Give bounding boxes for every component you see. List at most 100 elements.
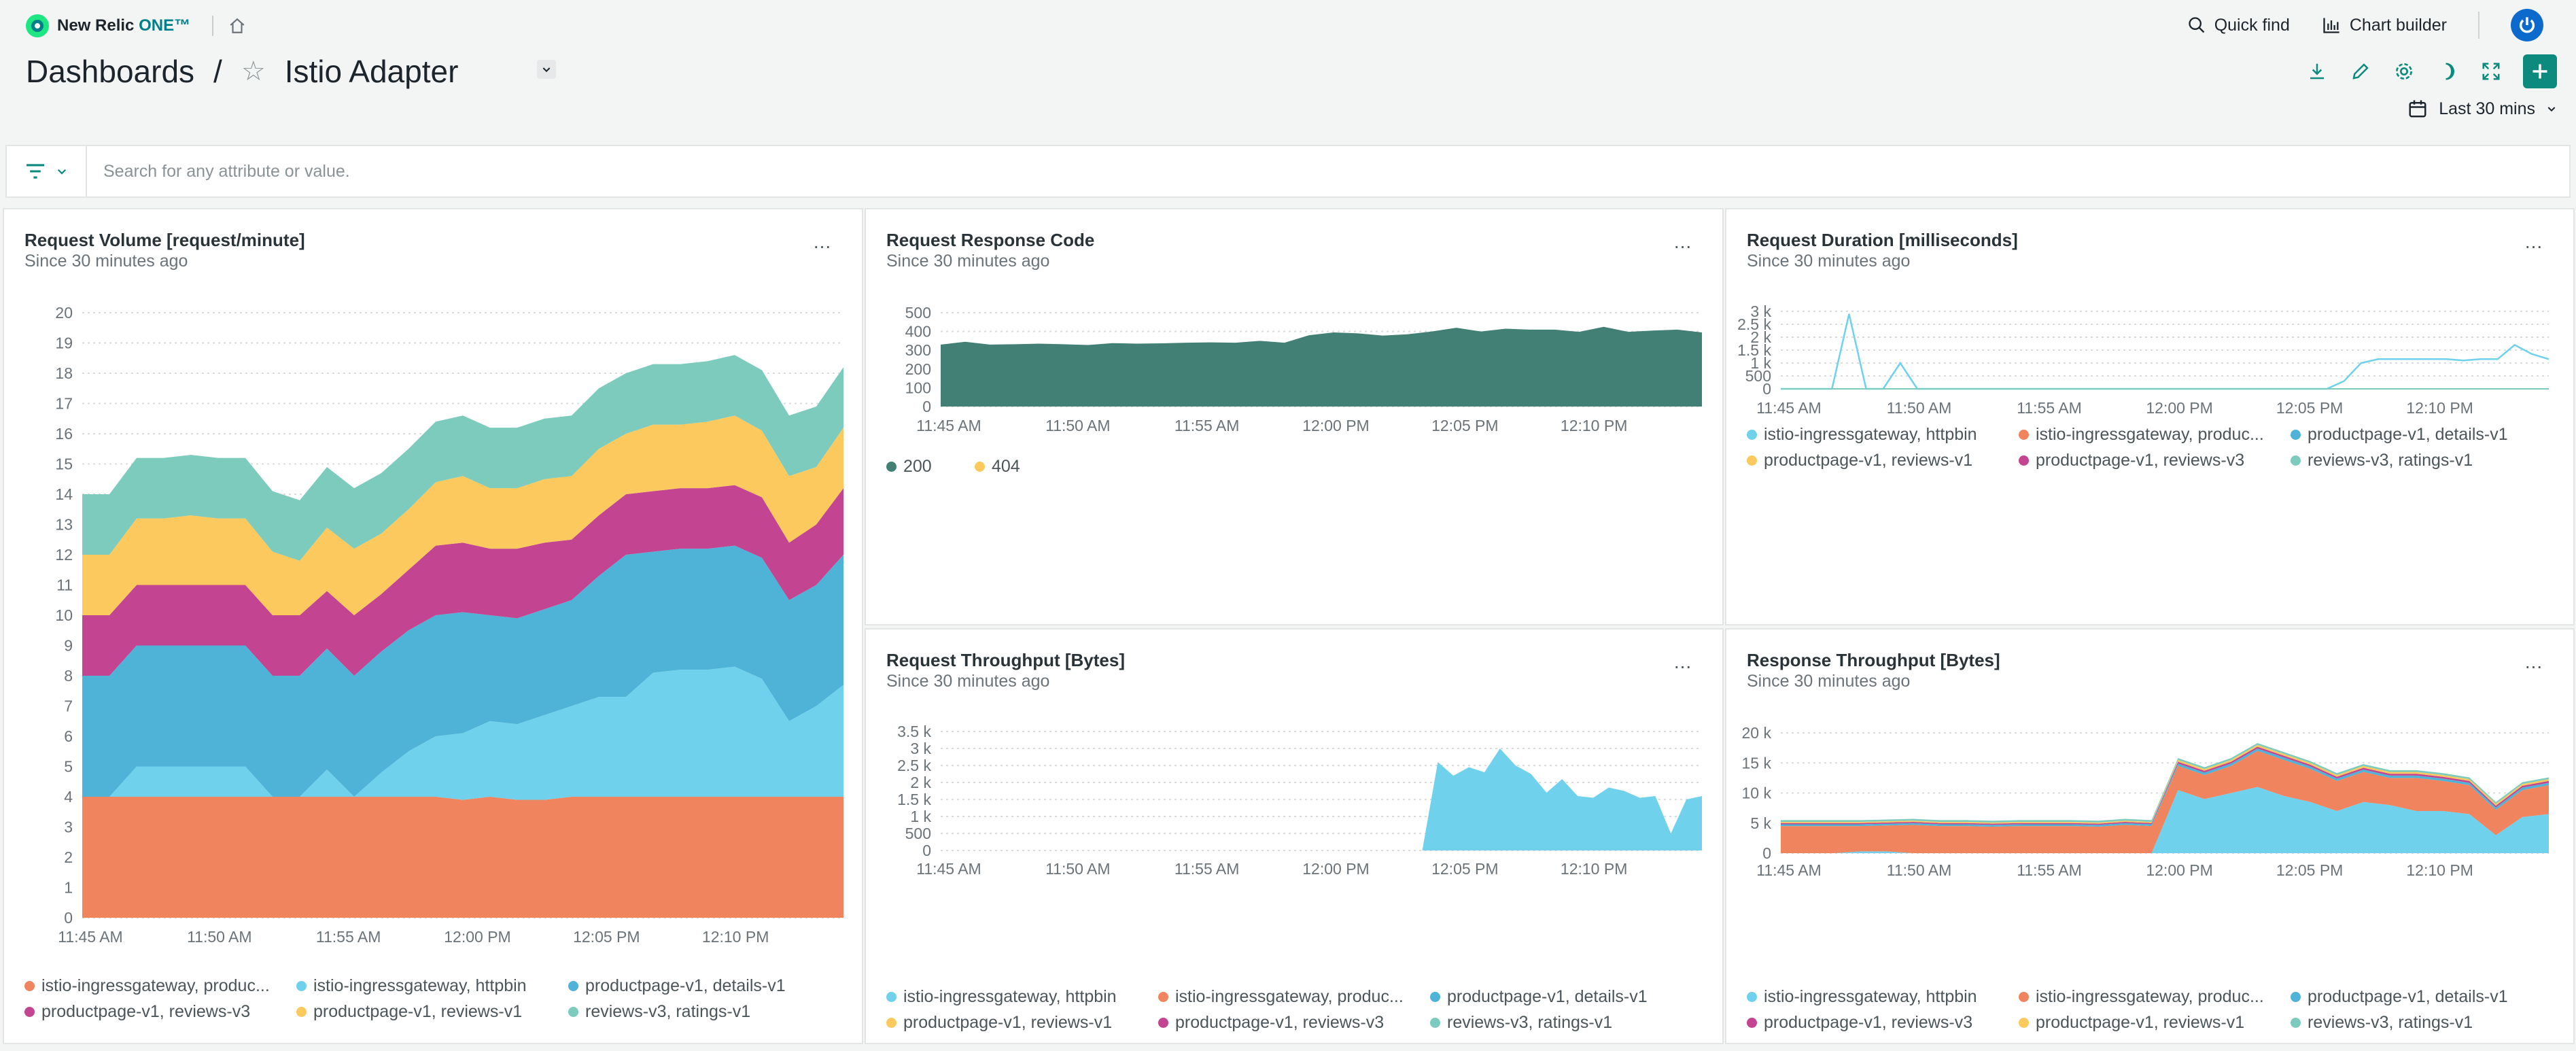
x-tick-label: 11:55 AM xyxy=(1174,860,1239,878)
filter-icon xyxy=(27,164,44,179)
moon-icon[interactable] xyxy=(2436,60,2459,83)
legend-swatch xyxy=(1158,992,1168,1002)
chevron-down-icon[interactable] xyxy=(537,60,556,79)
legend-item[interactable]: productpage-v1, reviews-v1 xyxy=(886,1013,1112,1033)
x-tick-label: 12:05 PM xyxy=(1431,860,1498,878)
y-tick-label: 20 k xyxy=(1742,724,1772,742)
widget-menu-button[interactable]: ... xyxy=(1673,651,1692,672)
x-tick-label: 11:55 AM xyxy=(2017,861,2081,879)
x-tick-label: 11:45 AM xyxy=(916,417,981,434)
legend-item[interactable]: istio-ingressgateway, produc... xyxy=(24,976,270,996)
legend-item[interactable]: istio-ingressgateway, httpbin xyxy=(1747,987,1977,1007)
chart-builder-button[interactable]: Chart builder xyxy=(2321,16,2447,35)
chevron-down-icon xyxy=(57,169,67,175)
legend-item[interactable]: reviews-v3, ratings-v1 xyxy=(1430,1013,1612,1033)
legend-item[interactable]: istio-ingressgateway, httpbin xyxy=(1747,425,1977,445)
widget-menu-button[interactable]: ... xyxy=(813,231,832,252)
y-tick-label: 3.5 k xyxy=(897,723,931,740)
widget-menu-button[interactable]: ... xyxy=(2524,231,2543,252)
area-series xyxy=(941,326,1702,407)
y-tick-label: 16 xyxy=(55,425,73,443)
legend-swatch xyxy=(2019,992,2029,1002)
y-tick-label: 10 xyxy=(55,606,73,624)
legend-label: productpage-v1, details-v1 xyxy=(2308,425,2508,444)
legend-label: 200 xyxy=(903,457,932,476)
x-tick-label: 12:05 PM xyxy=(1431,417,1498,434)
legend-label: istio-ingressgateway, httpbin xyxy=(1764,987,1977,1006)
legend-swatch xyxy=(2291,992,2301,1002)
y-tick-label: 0 xyxy=(64,909,73,927)
quick-find-button[interactable]: Quick find xyxy=(2187,16,2290,35)
y-tick-label: 100 xyxy=(905,379,931,396)
x-tick-label: 11:50 AM xyxy=(1045,860,1110,878)
legend-swatch xyxy=(886,992,897,1002)
x-tick-label: 11:55 AM xyxy=(2017,399,2081,417)
filter-search-input[interactable] xyxy=(87,146,2569,196)
gear-icon[interactable] xyxy=(2392,60,2416,83)
legend-item[interactable]: productpage-v1, details-v1 xyxy=(2291,987,2508,1007)
widget-request-duration: Request Duration [milliseconds] Since 30… xyxy=(1725,208,2575,625)
power-icon[interactable] xyxy=(2511,9,2543,41)
legend-item[interactable]: productpage-v1, reviews-v3 xyxy=(1158,1013,1384,1033)
legend-item[interactable]: productpage-v1, reviews-v3 xyxy=(24,1002,250,1022)
legend-swatch xyxy=(2291,430,2301,440)
legend-item[interactable]: istio-ingressgateway, produc... xyxy=(1158,987,1404,1007)
area-series xyxy=(82,485,843,676)
y-tick-label: 3 k xyxy=(910,740,931,757)
legend-item[interactable]: productpage-v1, details-v1 xyxy=(568,976,786,996)
area-series xyxy=(82,355,843,561)
legend-item[interactable]: istio-ingressgateway, produc... xyxy=(2019,425,2264,445)
home-icon[interactable] xyxy=(227,16,247,36)
download-icon[interactable] xyxy=(2305,60,2329,83)
breadcrumb-separator: / xyxy=(213,54,222,89)
legend-label: productpage-v1, details-v1 xyxy=(2308,987,2508,1006)
widget-menu-button[interactable]: ... xyxy=(2524,651,2543,672)
widget-menu-button[interactable]: ... xyxy=(1673,231,1692,252)
plus-icon[interactable] xyxy=(2523,54,2557,88)
legend-item[interactable]: istio-ingressgateway, produc... xyxy=(2019,987,2264,1007)
legend-item[interactable]: productpage-v1, reviews-v3 xyxy=(1747,1013,1972,1033)
y-tick-label: 0 xyxy=(1762,844,1771,862)
widget-title: Response Throughput [Bytes] xyxy=(1747,650,2000,670)
legend-item[interactable]: productpage-v1, details-v1 xyxy=(2291,425,2508,445)
pencil-icon[interactable] xyxy=(2349,60,2372,83)
widget-subtitle: Since 30 minutes ago xyxy=(24,252,188,271)
legend-item[interactable]: istio-ingressgateway, httpbin xyxy=(886,987,1117,1007)
breadcrumb-dashboards[interactable]: Dashboards xyxy=(26,54,195,89)
legend-label: istio-ingressgateway, httpbin xyxy=(1764,425,1977,444)
time-picker[interactable]: Last 30 mins xyxy=(2407,99,2557,119)
filter-menu-button[interactable] xyxy=(7,146,87,196)
legend-swatch xyxy=(1747,1018,1757,1028)
widget-subtitle: Since 30 minutes ago xyxy=(1747,672,1911,691)
expand-icon[interactable] xyxy=(2479,60,2503,83)
calendar-icon xyxy=(2409,100,2426,118)
legend-item[interactable]: productpage-v1, details-v1 xyxy=(1430,987,1648,1007)
star-icon[interactable]: ☆ xyxy=(241,56,266,86)
legend-item[interactable]: istio-ingressgateway, httpbin xyxy=(296,976,527,996)
legend-label: productpage-v1, details-v1 xyxy=(585,976,786,995)
brand[interactable]: New Relic ONE™ xyxy=(26,12,247,39)
legend-item[interactable]: productpage-v1, reviews-v1 xyxy=(296,1002,522,1022)
legend-label: productpage-v1, reviews-v3 xyxy=(1175,1013,1385,1032)
legend-swatch xyxy=(568,981,578,991)
legend-item[interactable]: reviews-v3, ratings-v1 xyxy=(2291,451,2473,470)
top-bar: New Relic ONE™ Quick find Chart builder … xyxy=(0,0,2576,143)
legend-item[interactable]: productpage-v1, reviews-v3 xyxy=(2019,451,2244,470)
legend-item[interactable]: productpage-v1, reviews-v1 xyxy=(2019,1013,2244,1033)
legend-swatch xyxy=(1747,992,1757,1002)
x-tick-label: 11:50 AM xyxy=(1045,417,1110,434)
legend-item[interactable]: 404 xyxy=(975,457,1020,477)
legend-item[interactable]: 200 xyxy=(886,457,932,477)
quick-find-label: Quick find xyxy=(2214,15,2290,35)
legend-item[interactable]: productpage-v1, reviews-v1 xyxy=(1747,451,1972,470)
legend-label: reviews-v3, ratings-v1 xyxy=(585,1002,751,1021)
x-tick-label: 11:45 AM xyxy=(1756,861,1821,879)
legend-item[interactable]: reviews-v3, ratings-v1 xyxy=(2291,1013,2473,1033)
legend-swatch xyxy=(24,981,35,991)
area-series xyxy=(941,748,1702,850)
y-tick-label: 4 xyxy=(64,788,73,806)
legend-item[interactable]: reviews-v3, ratings-v1 xyxy=(568,1002,750,1022)
legend-label: 404 xyxy=(992,457,1020,476)
